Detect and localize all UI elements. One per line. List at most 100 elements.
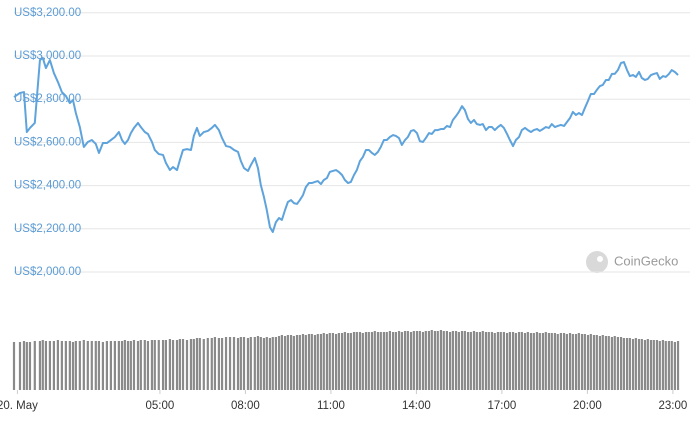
volume-bar [343,332,346,390]
volume-bar [150,340,154,390]
volume-bar [391,332,395,390]
volume-bar [304,335,307,390]
volume-bar [74,341,77,390]
volume-bar [370,332,374,390]
volume-bar [228,337,232,390]
volume-bar [517,332,521,390]
volume-bar [385,332,388,390]
volume-bar [109,341,112,390]
volume-bar [12,342,16,390]
volume-bar [113,341,116,390]
y-tick-label: US$2,200.00 [14,223,81,235]
volume-bar [220,338,224,390]
volume-bar [25,342,28,390]
price-line [13,56,679,234]
x-tick-label: 17:00 [488,400,517,412]
volume-bar [181,339,185,390]
volume-bar [271,337,274,390]
volume-bar [628,338,631,390]
volume-bar [652,340,655,390]
volume-bar [547,333,551,390]
volume-bar [202,339,205,390]
volume-bar [224,337,228,390]
x-tick-label: 20. May [0,400,38,412]
volume-bar [60,341,63,390]
x-tick-label: 08:00 [231,400,260,412]
volume-bar [490,332,494,390]
volume-bar [499,332,502,390]
volume-bar [535,332,539,390]
volume-bar [236,338,240,390]
volume-bar [192,339,195,390]
volume-bar [161,340,165,390]
volume-bar [373,331,376,390]
volume-bar [631,339,635,390]
volume-bar [44,341,48,390]
volume-bar [239,337,242,390]
volume-bar [649,340,653,390]
volume-bar [78,341,81,390]
x-tick-label: 23:00 [659,400,688,412]
volume-bar [301,334,305,390]
volume-bar [94,341,97,390]
x-tick-label: 14:00 [402,400,431,412]
volume-bar [71,342,75,390]
volume-bar [86,341,89,390]
volume-bar [655,340,659,390]
volume-bar [364,332,368,390]
volume-bar [394,332,397,390]
volume-bar [550,333,553,390]
volume-bar [126,341,130,390]
volume-bar [580,334,584,390]
volume-bar [337,333,340,390]
volume-bar [625,338,629,390]
volume-bar [349,333,352,390]
volume-bar [292,336,295,390]
x-tick-label: 11:00 [317,400,345,412]
volume-bar [526,332,529,390]
volume-bar [553,333,557,390]
volume-bar [48,341,52,390]
volume-bar [469,332,472,390]
volume-bar [153,340,156,390]
volume-bar [532,333,535,390]
volume-bar [613,336,616,390]
volume-bar [397,331,401,390]
volume-bar [502,332,506,390]
volume-bar [673,342,676,390]
volume-bar [640,339,643,390]
volume-bar [445,331,449,390]
volume-bar [259,337,262,390]
volume-bar [175,340,179,390]
volume-bar [412,331,415,390]
volume-bar [64,341,67,390]
volume-bar [463,331,466,390]
volume-bar [538,333,541,390]
volume-bar [322,333,325,390]
volume-bar [120,341,124,390]
volume-bar [466,332,470,390]
volume-bar [583,334,586,390]
volume-bar [178,339,181,390]
volume-bar [295,335,299,390]
volume-bar [298,335,301,390]
volume-bar [523,333,527,390]
volume-bar [559,333,562,390]
volume-bar [616,337,619,390]
volume-bar [352,332,356,390]
y-tick-label: US$2,800.00 [14,93,81,105]
volume-bar [562,333,566,390]
volume-bar [496,332,500,390]
volume-bar [571,334,574,390]
volume-bar [451,331,454,390]
volume-bar [283,336,287,390]
volume-bar [376,332,380,390]
volume-bar [556,334,559,390]
volume-bar [439,330,443,390]
volume-bar [646,339,649,390]
volume-bar [607,336,610,390]
volume-bar [433,331,437,390]
y-tick-label: US$2,400.00 [14,180,81,192]
volume-bar [388,331,392,390]
watermark-text: CoinGecko [614,253,678,268]
